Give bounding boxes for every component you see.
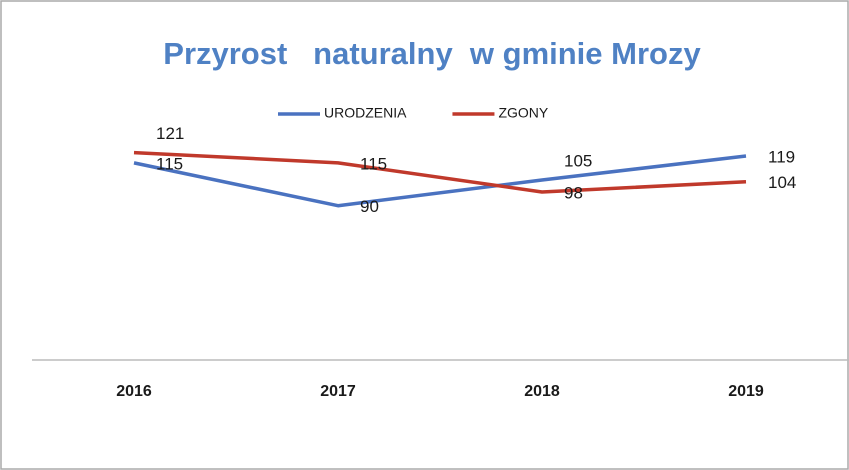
chart-title: Przyrost naturalny w gminie Mrozy — [163, 36, 701, 71]
legend-label: URODZENIA — [324, 105, 407, 121]
data-label: 119 — [768, 147, 795, 166]
data-label: 98 — [564, 183, 583, 202]
legend-label: ZGONY — [498, 105, 548, 121]
series-line — [133, 154, 747, 208]
data-label: 115 — [156, 154, 183, 173]
data-label: 121 — [156, 124, 184, 143]
series-line — [133, 150, 747, 194]
data-label: 115 — [360, 154, 387, 173]
x-tick-label: 2016 — [116, 383, 152, 400]
data-label: 104 — [768, 173, 796, 192]
x-tick-label: 2019 — [728, 383, 764, 400]
x-tick-label: 2018 — [524, 383, 560, 400]
data-label: 105 — [564, 151, 592, 170]
data-label: 90 — [360, 197, 379, 216]
x-tick-label: 2017 — [320, 383, 356, 400]
